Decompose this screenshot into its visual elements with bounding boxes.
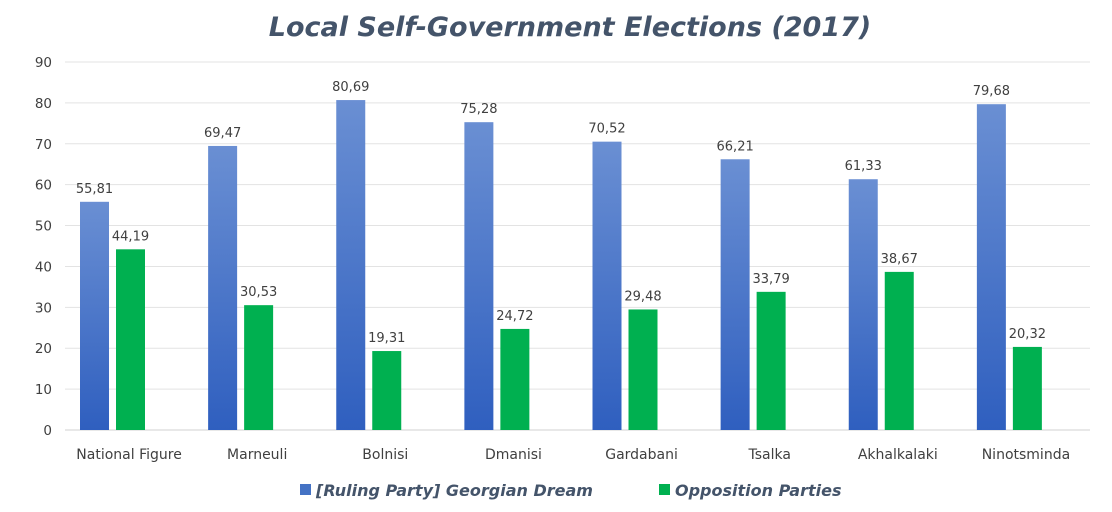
data-label: 20,32 [1009, 327, 1046, 342]
bar-opposition [884, 271, 914, 430]
data-label: 61,33 [845, 159, 882, 174]
bar-ruling-party [720, 159, 750, 431]
data-label: 70,52 [588, 122, 625, 137]
legend-swatch [659, 484, 670, 495]
bar-ruling-party [848, 179, 878, 430]
legend-label: [Ruling Party] Georgian Dream [315, 481, 593, 500]
bar-ruling-party [336, 100, 366, 430]
y-tick-label: 70 [35, 137, 52, 153]
x-tick-label: Dmanisi [485, 447, 542, 463]
y-tick-label: 20 [35, 341, 52, 357]
bar-opposition [116, 249, 145, 430]
data-label: 69,47 [204, 126, 241, 141]
x-tick-label: Marneuli [227, 447, 287, 463]
bar-ruling-party [80, 201, 109, 430]
y-tick-label: 10 [35, 382, 52, 398]
x-tick-label: Gardabani [605, 447, 678, 463]
bar-opposition [628, 309, 658, 430]
bar-ruling-party [976, 104, 1006, 431]
data-label: 24,72 [496, 309, 533, 324]
data-label: 19,31 [368, 331, 405, 346]
bar-ruling-party [592, 141, 622, 430]
x-tick-label: Bolnisi [362, 447, 408, 463]
y-tick-label: 50 [35, 219, 52, 235]
data-label: 38,67 [881, 252, 918, 267]
y-tick-label: 30 [35, 300, 52, 316]
y-tick-label: 40 [35, 259, 52, 275]
data-label: 66,21 [717, 139, 754, 154]
y-tick-label: 80 [35, 96, 52, 112]
legend-swatch [300, 484, 311, 495]
data-label: 75,28 [460, 102, 497, 117]
bar-opposition [372, 351, 402, 430]
bar-opposition [244, 305, 274, 430]
data-label: 79,68 [973, 84, 1010, 99]
legend-label: Opposition Parties [675, 481, 842, 500]
data-label: 80,69 [332, 80, 369, 95]
bar-opposition [756, 291, 786, 430]
x-tick-label: National Figure [76, 447, 182, 463]
data-label: 33,79 [753, 272, 790, 287]
data-label: 55,81 [76, 182, 113, 197]
y-tick-label: 60 [35, 178, 52, 194]
bar-ruling-party [208, 145, 238, 430]
y-tick-label: 90 [35, 55, 52, 71]
bar-opposition [1012, 346, 1042, 430]
y-tick-label: 0 [43, 423, 52, 439]
bar-ruling-party [464, 122, 494, 430]
data-label: 30,53 [240, 285, 277, 300]
data-label: 29,48 [624, 289, 661, 304]
x-tick-label: Ninotsminda [982, 447, 1070, 463]
x-tick-label: Akhalkalaki [858, 447, 938, 463]
chart-title: Local Self-Government Elections (2017) [269, 12, 872, 43]
data-label: 44,19 [112, 229, 149, 244]
x-tick-label: Tsalka [747, 447, 790, 463]
bar-opposition [500, 328, 530, 430]
